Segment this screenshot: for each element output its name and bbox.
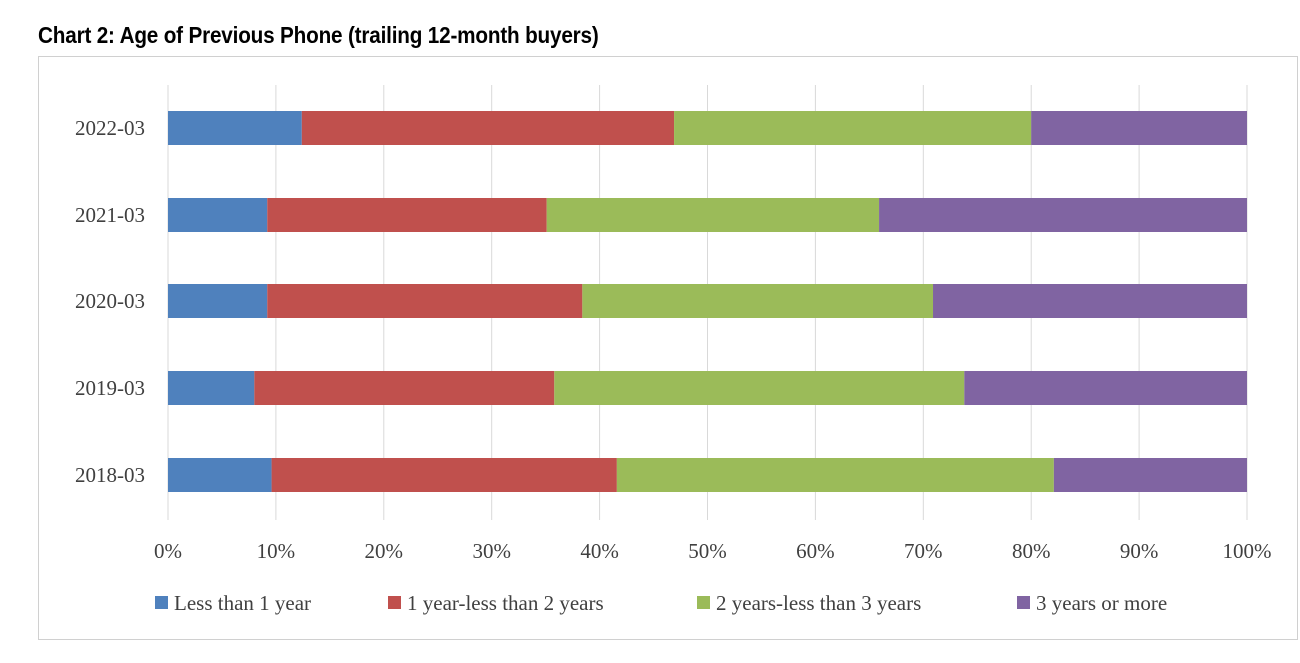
legend-label: 2 years-less than 3 years	[716, 591, 921, 615]
bar-segment	[168, 458, 272, 492]
x-tick-label: 100%	[1223, 539, 1272, 563]
y-tick-label: 2020-03	[75, 289, 145, 313]
legend-label: 1 year-less than 2 years	[407, 591, 604, 615]
bar-segment	[271, 458, 617, 492]
bar-segment	[1053, 458, 1247, 492]
chart-title: Chart 2: Age of Previous Phone (trailing…	[38, 22, 599, 48]
legend-swatch	[1017, 596, 1030, 609]
y-tick-label: 2018-03	[75, 463, 145, 487]
y-tick-label: 2019-03	[75, 376, 145, 400]
legend-label: 3 years or more	[1036, 591, 1167, 615]
bar-segment	[879, 198, 1247, 232]
x-tick-label: 0%	[154, 539, 182, 563]
x-tick-label: 70%	[904, 539, 943, 563]
x-tick-label: 20%	[365, 539, 404, 563]
x-tick-label: 10%	[257, 539, 296, 563]
bar-segment	[582, 284, 934, 318]
x-tick-label: 40%	[580, 539, 619, 563]
x-tick-label: 60%	[796, 539, 835, 563]
bar-segment	[301, 111, 675, 145]
x-tick-label: 90%	[1120, 539, 1159, 563]
bar-segment	[616, 458, 1054, 492]
bar-segment	[168, 111, 302, 145]
bar-segment	[933, 284, 1247, 318]
bar-segment	[267, 284, 583, 318]
y-tick-label: 2021-03	[75, 203, 145, 227]
x-tick-label: 30%	[472, 539, 511, 563]
bar-segment	[546, 198, 880, 232]
legend-swatch	[155, 596, 168, 609]
bar-segment	[554, 371, 965, 405]
x-tick-label: 80%	[1012, 539, 1051, 563]
chart-frame	[38, 56, 1298, 640]
legend-label: Less than 1 year	[174, 591, 311, 615]
bar-segment	[964, 371, 1247, 405]
bar-segment	[1031, 111, 1247, 145]
bar-segment	[267, 198, 547, 232]
y-tick-label: 2022-03	[75, 116, 145, 140]
legend-swatch	[697, 596, 710, 609]
bar-segment	[254, 371, 555, 405]
bar-segment	[168, 198, 268, 232]
bar-segment	[674, 111, 1032, 145]
x-tick-label: 50%	[688, 539, 727, 563]
legend-swatch	[388, 596, 401, 609]
bar-segment	[168, 371, 255, 405]
bar-segment	[168, 284, 268, 318]
